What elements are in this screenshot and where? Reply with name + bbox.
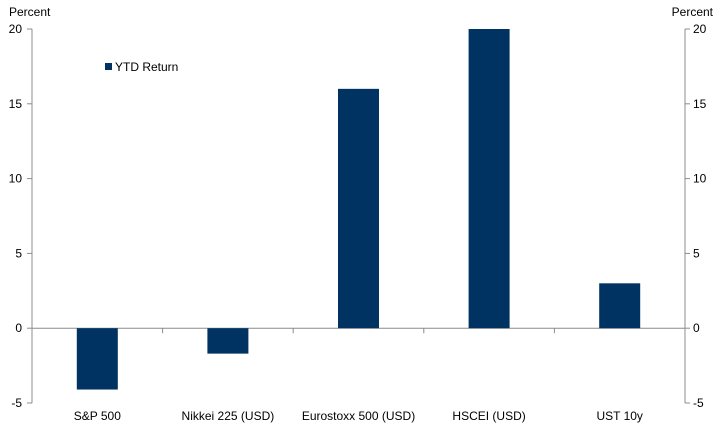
right-tick-label: -5 <box>693 396 704 410</box>
right-tick-label: 10 <box>693 172 707 186</box>
left-tick-label: 5 <box>15 246 22 260</box>
legend-swatch <box>105 63 112 70</box>
bar-s-p-500 <box>76 328 118 390</box>
category-label: HSCEI (USD) <box>452 409 525 423</box>
bar-ust-10y <box>599 283 641 329</box>
category-label: Nikkei 225 (USD) <box>182 409 275 423</box>
bar-hscei-usd <box>468 29 510 329</box>
category-label: Eurostoxx 500 (USD) <box>302 409 415 423</box>
right-tick-label: 20 <box>693 22 707 36</box>
category-label: S&P 500 <box>74 409 121 423</box>
left-tick-label: 10 <box>9 172 23 186</box>
left-tick-label: 15 <box>9 97 23 111</box>
bar-eurostoxx-500-usd <box>338 88 379 329</box>
category-labels: S&P 500 Nikkei 225 (USD) Eurostoxx 500 (US… <box>74 409 643 423</box>
left-tick-label: 0 <box>15 321 22 335</box>
legend: YTD Return <box>105 60 178 74</box>
bar-nikkei-225-usd <box>207 328 249 354</box>
left-tick-label: 20 <box>9 22 23 36</box>
left-axis-unit-label: Percent <box>9 5 51 19</box>
category-label: UST 10y <box>596 409 642 423</box>
right-tick-label: 15 <box>693 97 707 111</box>
right-tick-label: 0 <box>693 321 700 335</box>
legend-label: YTD Return <box>115 60 178 74</box>
left-tick-label: -5 <box>11 396 22 410</box>
right-axis-unit-label: Percent <box>672 5 714 19</box>
right-tick-label: 5 <box>693 246 700 260</box>
bars <box>76 29 641 390</box>
